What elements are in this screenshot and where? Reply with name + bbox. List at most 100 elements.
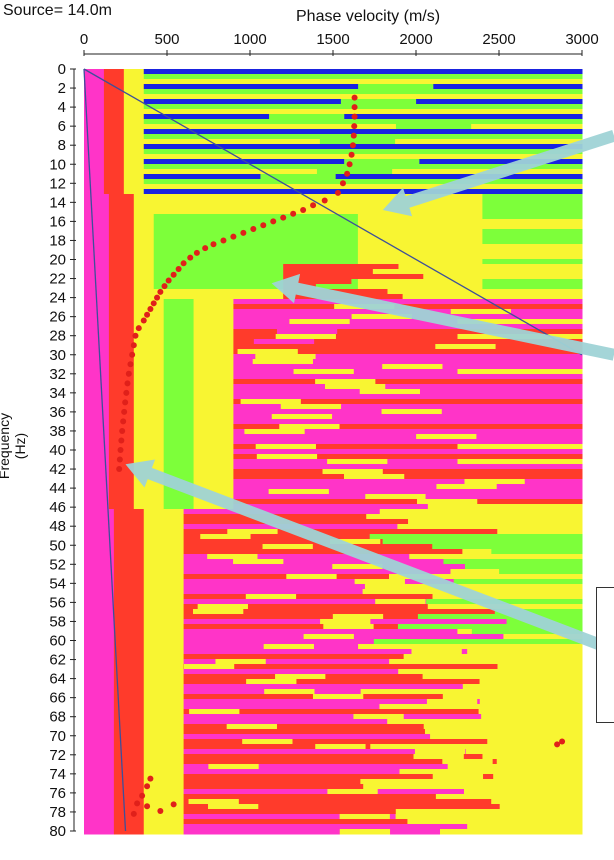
y-tick-label-52: 52 [49, 556, 66, 573]
picked-point-49 [118, 437, 125, 444]
picked-dispersion-points [116, 94, 566, 817]
y-tick-label-80: 80 [49, 823, 66, 840]
picked-point-31 [157, 288, 164, 295]
picked-point-41 [127, 361, 134, 368]
picked-point-2 [351, 113, 358, 120]
y-tick-label-22: 22 [49, 271, 66, 288]
y-tick-label-54: 54 [49, 575, 66, 592]
x-tick-label-1500: 1500 [316, 31, 349, 48]
picked-point-8 [344, 170, 351, 177]
picked-point-15 [280, 214, 287, 221]
picked-point-52 [116, 466, 123, 473]
picked-point-29 [165, 277, 172, 284]
picked-point-40 [129, 351, 136, 358]
y-tick-label-78: 78 [49, 804, 66, 821]
picked-point-6 [348, 151, 355, 158]
picked-point-34 [147, 306, 154, 313]
y-tick-label-36: 36 [49, 404, 66, 421]
picked-point-39 [130, 342, 137, 349]
picked-point-3 [351, 123, 358, 130]
picked-point-12 [310, 202, 317, 209]
reference-line-0 [83, 68, 583, 356]
x-tick-label-0: 0 [80, 31, 88, 48]
picked-point-22 [210, 241, 217, 248]
picked-point-21 [220, 237, 227, 244]
y-tick-label-76: 76 [49, 785, 66, 802]
y-tick-label-10: 10 [49, 156, 66, 173]
outlier-point-7 [170, 801, 177, 808]
y-tick-label-58: 58 [49, 613, 66, 630]
y-tick-label-12: 12 [49, 175, 66, 192]
annotation-arrow-2 [125, 459, 614, 656]
y-tick-label-20: 20 [49, 252, 66, 269]
picked-point-10 [334, 189, 341, 196]
picked-point-37 [135, 325, 142, 332]
x-tick-label-2000: 2000 [399, 31, 432, 48]
y-tick-label-28: 28 [49, 328, 66, 345]
picked-point-13 [300, 206, 307, 213]
picked-point-27 [175, 266, 182, 273]
picked-point-43 [124, 380, 131, 387]
picked-point-0 [351, 94, 358, 101]
y-tick-label-56: 56 [49, 594, 66, 611]
picked-point-45 [122, 399, 129, 406]
y-axis-ticks: 0246810121416182022242628303234363840424… [49, 61, 76, 840]
picked-point-50 [117, 447, 124, 453]
y-tick-label-8: 8 [58, 137, 66, 154]
picked-point-19 [240, 229, 247, 236]
outlier-point-2 [147, 775, 154, 782]
y-tick-label-46: 46 [49, 499, 66, 516]
y-tick-label-40: 40 [49, 442, 66, 459]
y-tick-label-70: 70 [49, 728, 66, 745]
y-tick-label-50: 50 [49, 537, 66, 554]
outlier-point-8 [157, 807, 164, 814]
y-tick-label-18: 18 [49, 232, 66, 249]
heatmap-image [84, 69, 583, 835]
y-tick-label-42: 42 [49, 461, 66, 478]
outlier-point-4 [139, 792, 146, 799]
y-tick-label-32: 32 [49, 366, 66, 383]
reference-line-1 [83, 68, 127, 832]
y-tick-label-4: 4 [58, 99, 66, 116]
picked-point-36 [140, 317, 147, 324]
picked-point-24 [193, 249, 200, 256]
y-tick-label-60: 60 [49, 633, 66, 650]
reference-lines [83, 68, 583, 832]
picked-point-35 [144, 311, 151, 318]
outlier-point-6 [144, 803, 151, 810]
x-axis-title: Phase velocity (m/s) [296, 8, 441, 25]
y-tick-label-44: 44 [49, 480, 66, 497]
picked-point-23 [202, 245, 209, 252]
annotation-arrows [125, 130, 614, 656]
picked-point-14 [290, 210, 297, 217]
y-tick-label-66: 66 [49, 690, 66, 707]
y-tick-label-2: 2 [58, 80, 66, 97]
annotation-arrow-0 [382, 130, 614, 217]
x-tick-label-3000: 3000 [565, 31, 598, 48]
picked-point-26 [180, 260, 187, 267]
y-tick-label-24: 24 [49, 290, 66, 307]
x-tick-label-500: 500 [154, 31, 179, 48]
picked-point-33 [150, 300, 157, 307]
picked-point-20 [230, 233, 237, 240]
y-tick-label-30: 30 [49, 347, 66, 364]
picked-point-16 [270, 218, 277, 225]
y-tick-label-64: 64 [49, 671, 66, 688]
picked-point-5 [349, 142, 356, 149]
picked-point-18 [250, 226, 257, 233]
x-tick-label-1000: 1000 [233, 31, 266, 48]
picked-point-28 [170, 271, 177, 278]
picked-point-32 [154, 294, 161, 301]
picked-point-7 [346, 161, 353, 168]
y-tick-label-62: 62 [49, 652, 66, 669]
y-tick-label-74: 74 [49, 766, 66, 783]
picked-point-11 [321, 197, 328, 204]
picked-point-48 [119, 427, 126, 434]
y-tick-label-26: 26 [49, 309, 66, 326]
y-tick-label-6: 6 [58, 118, 66, 135]
picked-point-51 [116, 456, 123, 463]
source-label: Source= 14.0m [3, 2, 112, 19]
outlier-point-1 [554, 741, 561, 748]
outlier-point-0 [559, 738, 566, 745]
